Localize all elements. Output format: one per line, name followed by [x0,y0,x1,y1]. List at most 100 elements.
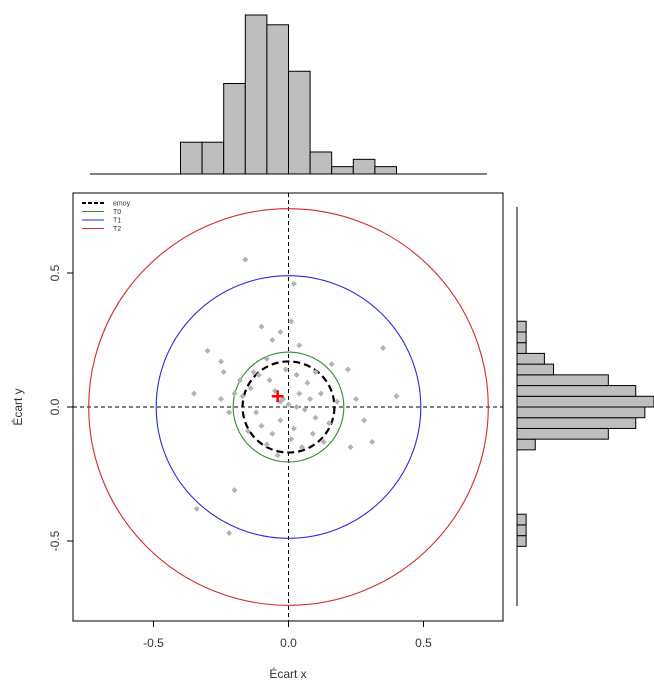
top-histogram-bar [331,166,354,175]
data-point [312,414,319,421]
data-point [290,425,297,432]
scatter-points [191,256,400,536]
data-point [277,417,284,424]
data-point [353,395,359,402]
data-point [258,422,265,429]
data-point [344,366,351,373]
data-point [263,355,270,362]
right-histogram-bar [516,331,527,344]
y-tick-label: 0.5 [48,264,62,281]
right-histogram-bar [516,417,637,429]
data-point [226,409,233,416]
data-point [380,345,386,352]
axes-group: -0.5 0.0 0.5 -0.5 0.0 0.5 [48,264,432,650]
data-point [285,401,292,408]
reference-lines [73,193,503,621]
data-point [253,409,260,416]
data-point [204,347,211,354]
legend-label-t2: T2 [113,226,121,233]
data-point [218,395,224,402]
data-point [334,398,341,405]
data-point [304,379,311,386]
top-histogram-bar [244,14,268,175]
right-histogram-bar [516,513,527,526]
right-histogram-bar [516,427,609,440]
right-histogram-bar [516,363,555,376]
legend-label-t0: T0 [113,209,121,216]
circle-emoy [241,360,336,454]
data-point [288,318,295,325]
top-histogram-bar [352,158,376,175]
data-point [263,441,270,448]
data-point [239,393,246,400]
data-point [326,420,332,427]
data-point [296,342,303,349]
top-histogram-bar [288,70,311,175]
data-point [191,390,197,397]
data-point [320,438,327,445]
data-point [269,430,276,437]
data-point [328,361,335,368]
right-histogram-bar [516,385,637,397]
data-point [258,323,265,330]
data-point [299,444,305,451]
circle-t0 [232,351,345,463]
data-point [274,452,281,459]
x-tick-label: 0.0 [280,636,297,650]
right-histogram-bar [516,352,545,365]
right-histogram-bar [516,320,527,333]
data-point [309,430,316,437]
data-point [231,390,238,397]
top-histogram-bar [201,141,225,175]
data-point [393,393,400,400]
data-point [269,337,276,343]
data-point [288,436,295,443]
right-histogram-bar [516,438,536,451]
y-axis-label: Écart y [10,388,25,425]
data-point [226,529,233,536]
data-point [242,256,249,263]
data-point [290,280,297,287]
data-point [361,417,368,424]
top-histogram-bar [374,166,397,175]
legend-label-t1: T1 [113,218,121,225]
data-point [312,369,319,376]
top-histogram-bar [266,24,289,175]
data-point [247,385,254,392]
right-histogram-bar [516,535,527,547]
data-point [266,377,273,384]
data-point [245,428,251,435]
data-point [317,390,324,397]
right-histogram [516,207,654,606]
x-tick-label: 0.5 [415,636,432,650]
top-histogram [90,14,487,175]
data-point [218,358,224,365]
data-point [277,328,284,335]
right-histogram-bar [516,395,654,408]
data-point [307,395,314,402]
data-point [293,371,300,378]
right-histogram-bar [516,406,646,419]
circle-t2 [88,208,489,606]
data-point [293,404,300,410]
data-point [296,390,303,397]
data-point [301,406,308,413]
top-histogram-bar [180,141,203,175]
data-point [255,371,262,378]
data-point [220,369,227,376]
x-axis-label: Écart x [269,666,306,681]
top-histogram-bar [309,151,333,175]
right-histogram-bar [516,374,609,387]
data-point [369,438,376,445]
y-tick-label: 0.0 [48,398,62,415]
tolerance-circles [88,208,489,606]
circle-t1 [155,275,422,539]
legend-label-emoy: emoy [113,201,131,208]
right-histogram-bar [516,342,527,354]
data-point [282,366,289,373]
data-point [347,444,354,451]
data-point [193,505,200,512]
